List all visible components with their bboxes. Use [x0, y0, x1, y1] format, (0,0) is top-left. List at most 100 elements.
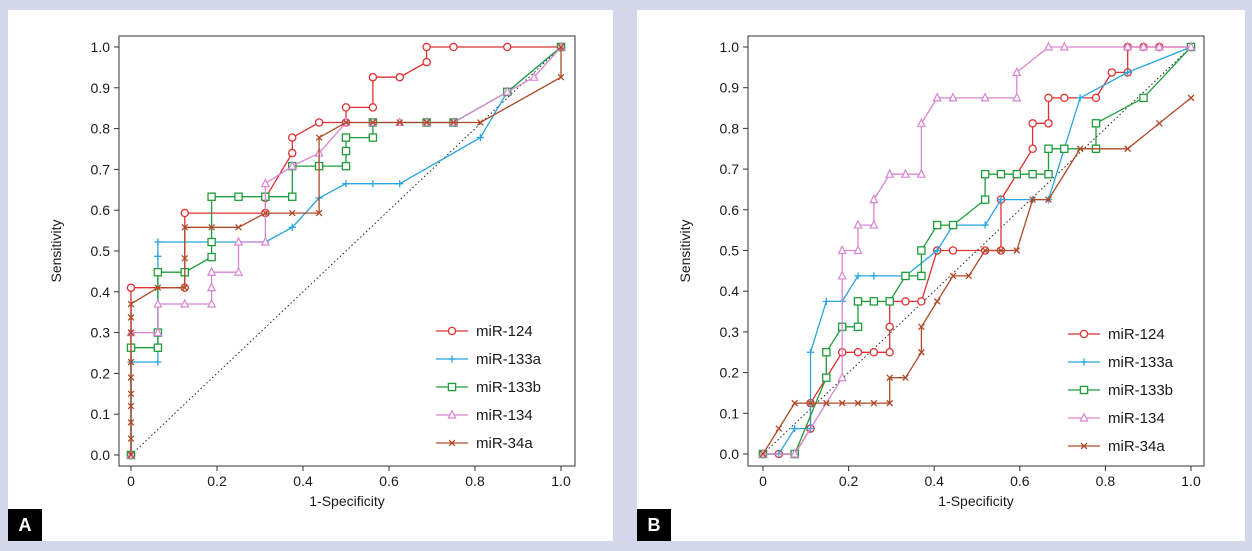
chart-a-reference-diagonal — [130, 46, 562, 456]
chart-b-data-point — [791, 424, 799, 433]
chart-b-y-tick-label: 0.1 — [720, 405, 740, 421]
chart-b-data-point — [932, 220, 942, 230]
chart-a-x-tick-label: 0.8 — [465, 473, 485, 489]
chart-a-data-point — [153, 298, 163, 308]
chart-a-data-point — [396, 119, 404, 126]
chart-b-data-point — [853, 244, 863, 255]
chart-b-data-point — [1044, 144, 1053, 153]
chart-b-data-point — [1060, 93, 1069, 103]
chart-a-data-point — [288, 209, 296, 217]
chart-b-data-point — [1076, 145, 1084, 153]
chart-a-legend-marker — [448, 355, 456, 363]
chart-b-series-line — [763, 46, 1191, 455]
chart-a-y-tick-label: 0.8 — [91, 121, 111, 137]
chart-a-data-point — [127, 300, 135, 308]
chart-b-y-tick-label: 0.0 — [720, 446, 740, 462]
chart-a-x-tick-label: 0.6 — [379, 473, 399, 489]
chart-a-data-point — [208, 223, 215, 231]
chart-b-data-point — [1012, 66, 1022, 77]
chart-a-y-tick-label: 0.2 — [91, 365, 111, 381]
chart-b-data-point — [885, 322, 894, 332]
chart-a-data-point — [260, 178, 270, 188]
chart-b-data-point — [965, 272, 973, 280]
chart-a-data-point — [315, 209, 323, 217]
chart-b-data-point — [870, 399, 878, 407]
chart-a-data-point — [477, 119, 484, 126]
chart-a-data-point — [341, 161, 351, 171]
chart-b-y-tick-label: 1.0 — [720, 39, 740, 55]
chart-b-data-point — [1138, 41, 1149, 51]
chart-a-data-point — [502, 86, 512, 96]
chart-b-x-tick-label: 0.6 — [1010, 473, 1030, 489]
chart-b-x-tick-label: 1.0 — [1181, 473, 1201, 489]
chart-a-data-point — [368, 133, 378, 142]
chart-a-data-point — [287, 148, 297, 158]
chart-a-data-point — [127, 314, 135, 321]
chart-b-data-point — [759, 450, 767, 458]
chart-b-x-axis-label: 1-Specificity — [938, 493, 1013, 509]
chart-a-x-tick-label: 0.4 — [293, 473, 313, 489]
chart-b-data-point — [853, 322, 863, 332]
chart-b-legend-label: miR-34a — [1108, 438, 1165, 455]
chart-a-data-point — [154, 238, 162, 246]
chart-a-data-point — [288, 223, 296, 231]
chart-b-y-tick-label: 0.5 — [720, 243, 740, 259]
chart-b-data-point — [853, 219, 863, 229]
chart-a-data-point — [396, 180, 404, 188]
chart-b-data-point — [1028, 119, 1037, 128]
chart-b-data-point — [1012, 169, 1022, 179]
chart-b-data-point — [886, 374, 894, 382]
chart-a-data-point — [180, 298, 190, 308]
chart-b-data-point — [1186, 41, 1196, 51]
chart-b-data-point — [901, 271, 910, 281]
chart-b-data-point — [822, 347, 831, 357]
chart-a-legend-marker — [447, 382, 457, 392]
chart-a-y-tick-label: 0.3 — [91, 325, 111, 341]
chart-b-data-point — [822, 373, 831, 382]
chart-a-data-point — [207, 298, 217, 308]
chart-b-data-point — [1107, 68, 1117, 77]
chart-a-data-point — [368, 72, 378, 82]
chart-b-data-point — [869, 297, 879, 306]
chart-a-data-point — [422, 42, 431, 52]
chart-a-legend-marker — [448, 439, 456, 447]
chart-a-data-point — [369, 180, 377, 188]
chart-b-data-point — [933, 298, 941, 305]
chart-b-data-point — [980, 92, 990, 102]
chart-a-data-point — [287, 160, 297, 170]
chart-b-data-point — [1044, 119, 1053, 128]
chart-b-data-point — [1187, 94, 1195, 102]
chart-a-data-point — [341, 133, 351, 142]
chart-b-data-point — [980, 195, 990, 204]
chart-a-series-mir-34a — [127, 43, 565, 459]
chart-a-data-point — [154, 252, 162, 260]
chart-b-legend-label: miR-133a — [1108, 354, 1174, 371]
chart-a-data-point — [233, 236, 244, 246]
chart-a-y-tick-label: 0.0 — [91, 447, 111, 463]
chart-b-series-mir-133b — [758, 42, 1196, 459]
chart-b-data-point — [996, 169, 1006, 179]
chart-a-data-point — [127, 419, 135, 426]
chart-a-legend-label: miR-133a — [476, 351, 542, 368]
chart-b-y-tick-label: 0.9 — [720, 80, 740, 96]
chart-b-data-point — [918, 323, 925, 331]
chart-b-data-point — [1139, 93, 1148, 103]
chart-b-data-point — [981, 221, 989, 229]
chart-a-data-point — [180, 208, 189, 218]
chart-a-data-point — [153, 327, 163, 337]
panel-a: 0 0.2 0.4 0.6 0.8 1.0 0.0 0.1 0.2 0.3 0.4 0.5 0.6 0.7… — [8, 10, 613, 541]
chart-b-data-point — [1028, 144, 1037, 153]
chart-a-data-point — [126, 283, 136, 292]
chart-b-legend-marker — [1080, 442, 1088, 450]
chart-b-data-point — [1028, 169, 1037, 179]
chart-b-data-point — [1043, 41, 1054, 51]
chart-b-x-tick-label: 0.2 — [839, 473, 859, 489]
chart-a-data-point — [369, 119, 377, 126]
chart-b-data-point — [790, 448, 800, 458]
chart-b-data-point — [837, 372, 847, 382]
chart-b-data-point — [854, 399, 862, 407]
chart-b-data-point — [948, 220, 958, 230]
chart-a-data-point — [154, 284, 162, 292]
chart-a-legend-label: miR-124 — [476, 323, 533, 340]
